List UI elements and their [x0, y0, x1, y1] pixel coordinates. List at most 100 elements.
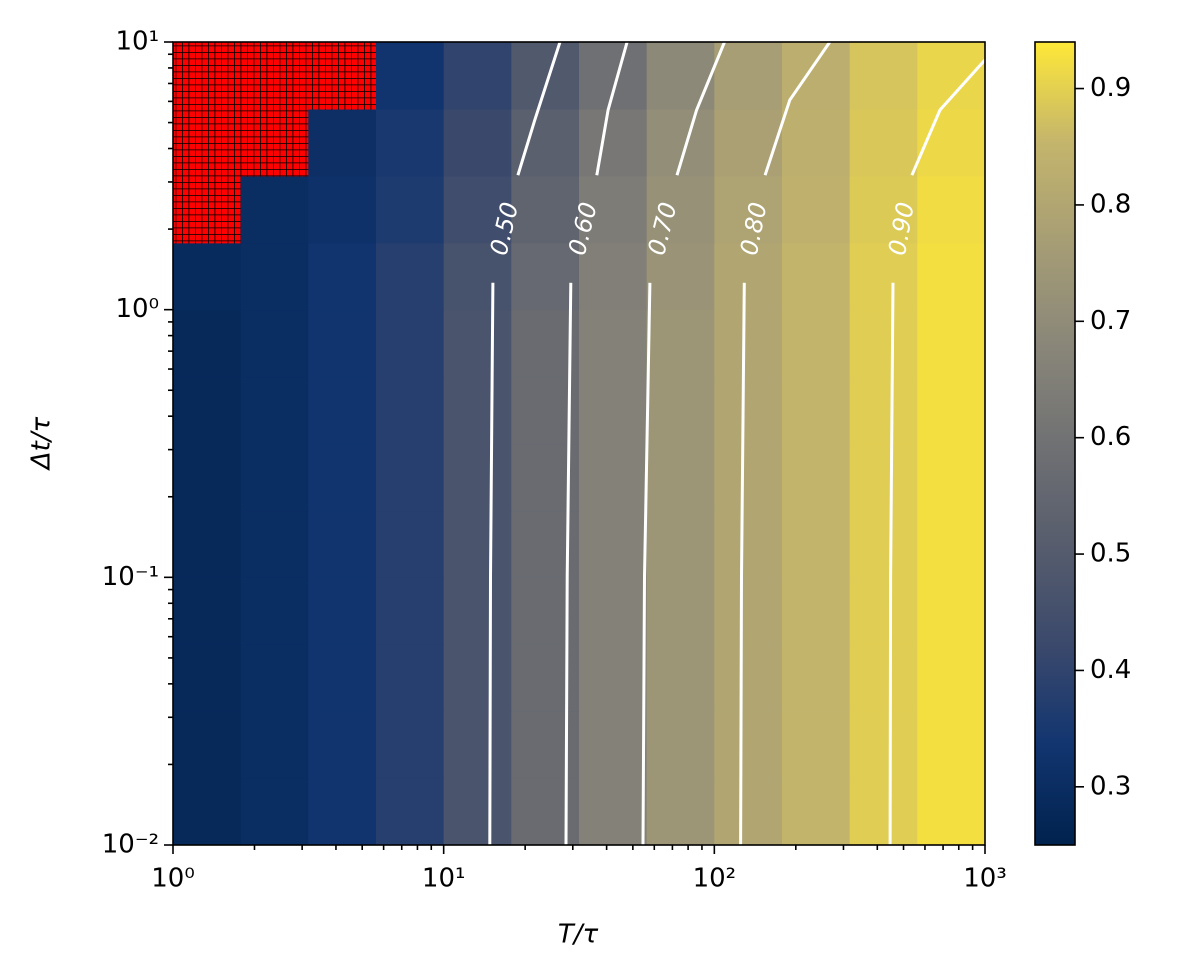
- cell: [240, 376, 309, 445]
- cell: [240, 175, 309, 244]
- cell: [781, 309, 851, 378]
- x-tick-label: 10⁰: [151, 864, 195, 894]
- cell: [173, 376, 242, 445]
- x-tick-label: 10³: [963, 864, 1007, 894]
- cell: [578, 309, 648, 378]
- cell: [781, 778, 851, 845]
- cell: [511, 175, 580, 244]
- cell: [443, 42, 512, 110]
- masked-cell: [173, 175, 242, 244]
- cell: [511, 778, 580, 845]
- cell: [714, 175, 783, 244]
- colorbar: [1034, 41, 1076, 846]
- cell: [714, 510, 783, 578]
- cell: [375, 42, 445, 110]
- x-axis-label: T/τ: [558, 920, 599, 950]
- masked-cell: [240, 108, 309, 177]
- cell: [781, 443, 851, 512]
- masked-cell: [173, 42, 242, 110]
- cell: [173, 577, 242, 645]
- cell: [917, 376, 985, 445]
- cell: [781, 510, 851, 578]
- masked-cell: [240, 42, 309, 110]
- cell: [917, 577, 985, 645]
- cell: [646, 175, 715, 244]
- cell: [240, 309, 309, 378]
- cell: [714, 577, 783, 645]
- cell: [714, 778, 783, 845]
- cell: [443, 242, 512, 311]
- cell: [781, 175, 851, 244]
- cell: [849, 577, 918, 645]
- cell: [375, 108, 445, 177]
- cell: [849, 443, 918, 512]
- cell: [578, 42, 648, 110]
- masked-cell: [308, 42, 377, 110]
- cell: [308, 175, 377, 244]
- cell: [646, 376, 715, 445]
- cell: [173, 510, 242, 578]
- cell: [173, 778, 242, 845]
- cell: [646, 309, 715, 378]
- cell: [646, 242, 715, 311]
- cell: [646, 711, 715, 779]
- cell: [173, 242, 242, 311]
- cell: [308, 443, 377, 512]
- cell: [849, 108, 918, 177]
- cell: [443, 577, 512, 645]
- cell: [849, 711, 918, 779]
- cell: [511, 108, 580, 177]
- cell: [917, 309, 985, 378]
- masked-cell: [173, 108, 242, 177]
- cell: [240, 644, 309, 712]
- y-tick-label: 10⁻¹: [102, 562, 159, 592]
- cell: [646, 42, 715, 110]
- cell: [240, 711, 309, 779]
- plot-frame: [172, 41, 986, 846]
- cell: [240, 510, 309, 578]
- cell: [308, 376, 377, 445]
- cell: [849, 644, 918, 712]
- cell: [375, 778, 445, 845]
- cell: [714, 711, 783, 779]
- cell: [511, 42, 580, 110]
- cell: [578, 778, 648, 845]
- cell: [646, 778, 715, 845]
- colorbar-tick-label: 0.8: [1090, 189, 1131, 219]
- cell: [781, 376, 851, 445]
- cell: [714, 242, 783, 311]
- y-axis-label: Δt/τ: [27, 416, 57, 471]
- contour-line: [488, 41, 562, 846]
- cell: [308, 510, 377, 578]
- cell: [240, 443, 309, 512]
- colorbar-tick-label: 0.7: [1090, 306, 1131, 336]
- cell: [781, 577, 851, 645]
- cell: [308, 108, 377, 177]
- colorbar-tick-label: 0.5: [1090, 539, 1131, 569]
- cell: [578, 644, 648, 712]
- cell: [917, 108, 985, 177]
- cell: [849, 309, 918, 378]
- cell: [781, 711, 851, 779]
- cell: [781, 242, 851, 311]
- cell: [646, 443, 715, 512]
- cell: [714, 108, 783, 177]
- cell: [308, 577, 377, 645]
- cell: [443, 108, 512, 177]
- cell: [646, 577, 715, 645]
- colorbar-tick-label: 0.6: [1090, 422, 1131, 452]
- cell: [511, 309, 580, 378]
- cell: [375, 175, 445, 244]
- contour-line: [564, 41, 629, 846]
- cell: [781, 108, 851, 177]
- cell: [917, 510, 985, 578]
- x-tick-label: 10²: [693, 864, 737, 894]
- cell: [308, 242, 377, 311]
- cell: [511, 711, 580, 779]
- cell: [443, 175, 512, 244]
- cell: [375, 577, 445, 645]
- cell: [375, 242, 445, 311]
- cell: [849, 510, 918, 578]
- cell: [443, 376, 512, 445]
- contour-line: [739, 41, 832, 846]
